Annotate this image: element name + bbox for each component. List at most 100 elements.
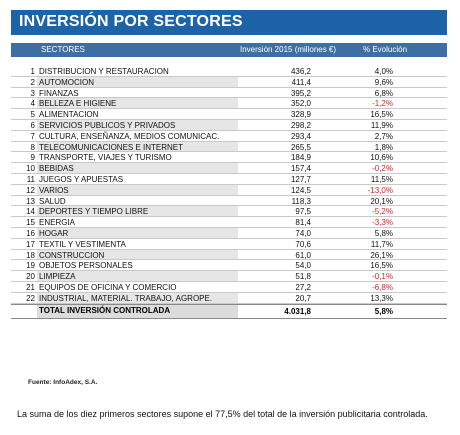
row-number: 20 (26, 272, 35, 282)
row-investment: 51,8 (295, 272, 311, 282)
row-investment: 298,2 (290, 120, 311, 130)
row-sector: JUEGOS Y APUESTAS (39, 174, 124, 184)
row-sector: TELECOMUNICACIONES E INTERNET (39, 142, 184, 152)
table-row: 19 OBJETOS PERSONALES 54,0 16,5% (11, 260, 447, 272)
row-investment: 81,4 (295, 218, 311, 228)
table-row: 15 ENERGIA 81,4 -3,3% (11, 217, 447, 228)
row-name-cell: HOGAR (37, 227, 238, 238)
table-row: 13 SALUD 118,3 20,1% (11, 196, 447, 207)
row-sector: AUTOMOCION (39, 77, 94, 87)
row-sector: OBJETOS PERSONALES (39, 261, 133, 271)
row-name-cell: BEBIDAS (37, 163, 238, 173)
row-evolution: -13,0% (367, 185, 393, 195)
table-row: 9 TRANSPORTE, VIAJES Y TURISMO 184,9 10,6% (11, 152, 447, 164)
row-name-cell: BELLEZA E HIGIENE (37, 98, 238, 108)
row-evolution: -3,3% (372, 218, 393, 228)
row-investment: 395,2 (290, 88, 311, 98)
header-evolucion: % Evolución (363, 45, 408, 54)
row-number: 4 (30, 99, 35, 109)
table-row: 7 CULTURA, ENSEÑANZA, MEDIOS COMUNICAC. 29… (11, 131, 447, 142)
row-number: 21 (26, 282, 35, 292)
row-number: 3 (30, 88, 35, 98)
table-row: 8 TELECOMUNICACIONES E INTERNET 265,5 1,8% (11, 141, 447, 153)
row-evolution: 4,0% (374, 67, 393, 76)
row-evolution: 13,3% (370, 293, 393, 303)
row-investment: 352,0 (290, 99, 311, 109)
row-evolution: 1,8% (374, 142, 393, 152)
row-name-cell: EQUIPOS DE OFICINA Y COMERCIO (37, 282, 238, 292)
row-investment: 411,4 (291, 77, 311, 87)
row-number: 2 (30, 77, 35, 87)
row-number: 11 (26, 174, 35, 184)
row-evolution: 10,6% (370, 153, 393, 163)
row-name-cell: OBJETOS PERSONALES (37, 260, 238, 270)
row-investment: 118,3 (291, 196, 311, 206)
row-sector: INDUSTRIAL, MATERIAL. TRABAJO, AGROPE. (39, 293, 213, 303)
table-row: 16 HOGAR 74,0 5,8% (11, 227, 447, 239)
row-sector: SERVICIOS PUBLICOS Y PRIVADOS (39, 120, 176, 130)
row-number: 19 (26, 261, 35, 271)
row-number: 10 (26, 164, 35, 174)
total-name-cell: TOTAL INVERSIÓN CONTROLADA (37, 304, 238, 318)
row-evolution: 6,8% (374, 88, 393, 98)
row-number: 14 (26, 207, 35, 217)
row-sector: ALIMENTACION (39, 110, 99, 120)
row-sector: FINANZAS (39, 88, 79, 98)
row-investment: 54,0 (295, 261, 311, 271)
row-investment: 61,0 (295, 250, 311, 260)
row-evolution: 16,5% (370, 110, 393, 120)
table-row: 6 SERVICIOS PUBLICOS Y PRIVADOS 298,2 11,9% (11, 119, 447, 131)
row-name-cell: AUTOMOCION (37, 76, 238, 87)
row-evolution: 11,7% (370, 239, 393, 249)
row-investment: 293,4 (290, 131, 311, 141)
row-name-cell: TELECOMUNICACIONES E INTERNET (37, 141, 238, 152)
row-investment: 328,9 (290, 110, 311, 120)
header-inversion: Inversión 2015 (millones €) (240, 45, 337, 54)
page-title: INVERSIÓN POR SECTORES (19, 13, 243, 30)
row-name-cell: DISTRIBUCION Y RESTAURACION (37, 66, 238, 76)
row-name-cell: SERVICIOS PUBLICOS Y PRIVADOS (37, 119, 238, 130)
row-investment: 436,2 (290, 67, 311, 76)
table-header: SECTORES Inversión 2015 (millones €) % E… (11, 43, 447, 57)
row-evolution: 11,9% (370, 120, 393, 130)
table-row: 21 EQUIPOS DE OFICINA Y COMERCIO 27,2 -6,8% (11, 282, 447, 293)
sector-table: SECTORES Inversión 2015 (millones €) % E… (11, 43, 447, 319)
row-sector: ENERGIA (39, 218, 76, 228)
total-value: 4.031,8 (284, 306, 311, 316)
row-name-cell: FINANZAS (37, 88, 238, 98)
row-number: 5 (30, 110, 35, 120)
row-sector: BEBIDAS (39, 164, 74, 174)
row-sector: LIMPIEZA (39, 272, 76, 282)
row-evolution: 20,1% (370, 196, 393, 206)
table-body: 1 DISTRIBUCION Y RESTAURACION 436,2 4,0% 2 AU… (11, 66, 447, 304)
row-investment: 127,7 (290, 174, 311, 184)
row-number: 13 (26, 196, 35, 206)
row-name-cell: CONSTRUCCION (37, 249, 238, 260)
row-number: 7 (30, 131, 35, 141)
row-name-cell: TRANSPORTE, VIAJES Y TURISMO (37, 152, 238, 162)
table-row: 14 DEPORTES Y TIEMPO LIBRE 97,5 -5,2% (11, 206, 447, 218)
row-evolution: -6,8% (372, 282, 393, 292)
table-row: 18 CONSTRUCCION 61,0 26,1% (11, 249, 447, 261)
row-number: 6 (30, 120, 35, 130)
table-row: 12 VARIOS 124,5 -13,0% (11, 184, 447, 196)
row-sector: SALUD (39, 196, 66, 206)
row-name-cell: DEPORTES Y TIEMPO LIBRE (37, 206, 238, 216)
row-sector: BELLEZA E HIGIENE (39, 99, 117, 109)
total-evolution: 5,8% (374, 306, 393, 316)
row-sector: DEPORTES Y TIEMPO LIBRE (39, 207, 149, 217)
row-evolution: 9,6% (374, 77, 393, 87)
table-row: 4 BELLEZA E HIGIENE 352,0 -1,2% (11, 98, 447, 110)
total-row: TOTAL INVERSIÓN CONTROLADA 4.031,8 5,8% (11, 303, 447, 319)
table-row: 22 INDUSTRIAL, MATERIAL. TRABAJO, AGROPE.… (11, 292, 447, 304)
row-sector: HOGAR (39, 228, 69, 238)
title-bar: INVERSIÓN POR SECTORES (11, 10, 447, 35)
row-sector: CULTURA, ENSEÑANZA, MEDIOS COMUNICAC. (39, 131, 220, 141)
row-name-cell: TEXTIL Y VESTIMENTA (37, 239, 238, 249)
row-number: 15 (26, 218, 35, 228)
header-sectores: SECTORES (41, 45, 85, 54)
row-evolution: -5,2% (372, 207, 393, 217)
row-number: 17 (26, 239, 35, 249)
row-sector: VARIOS (39, 185, 69, 195)
row-name-cell: SALUD (37, 196, 238, 206)
